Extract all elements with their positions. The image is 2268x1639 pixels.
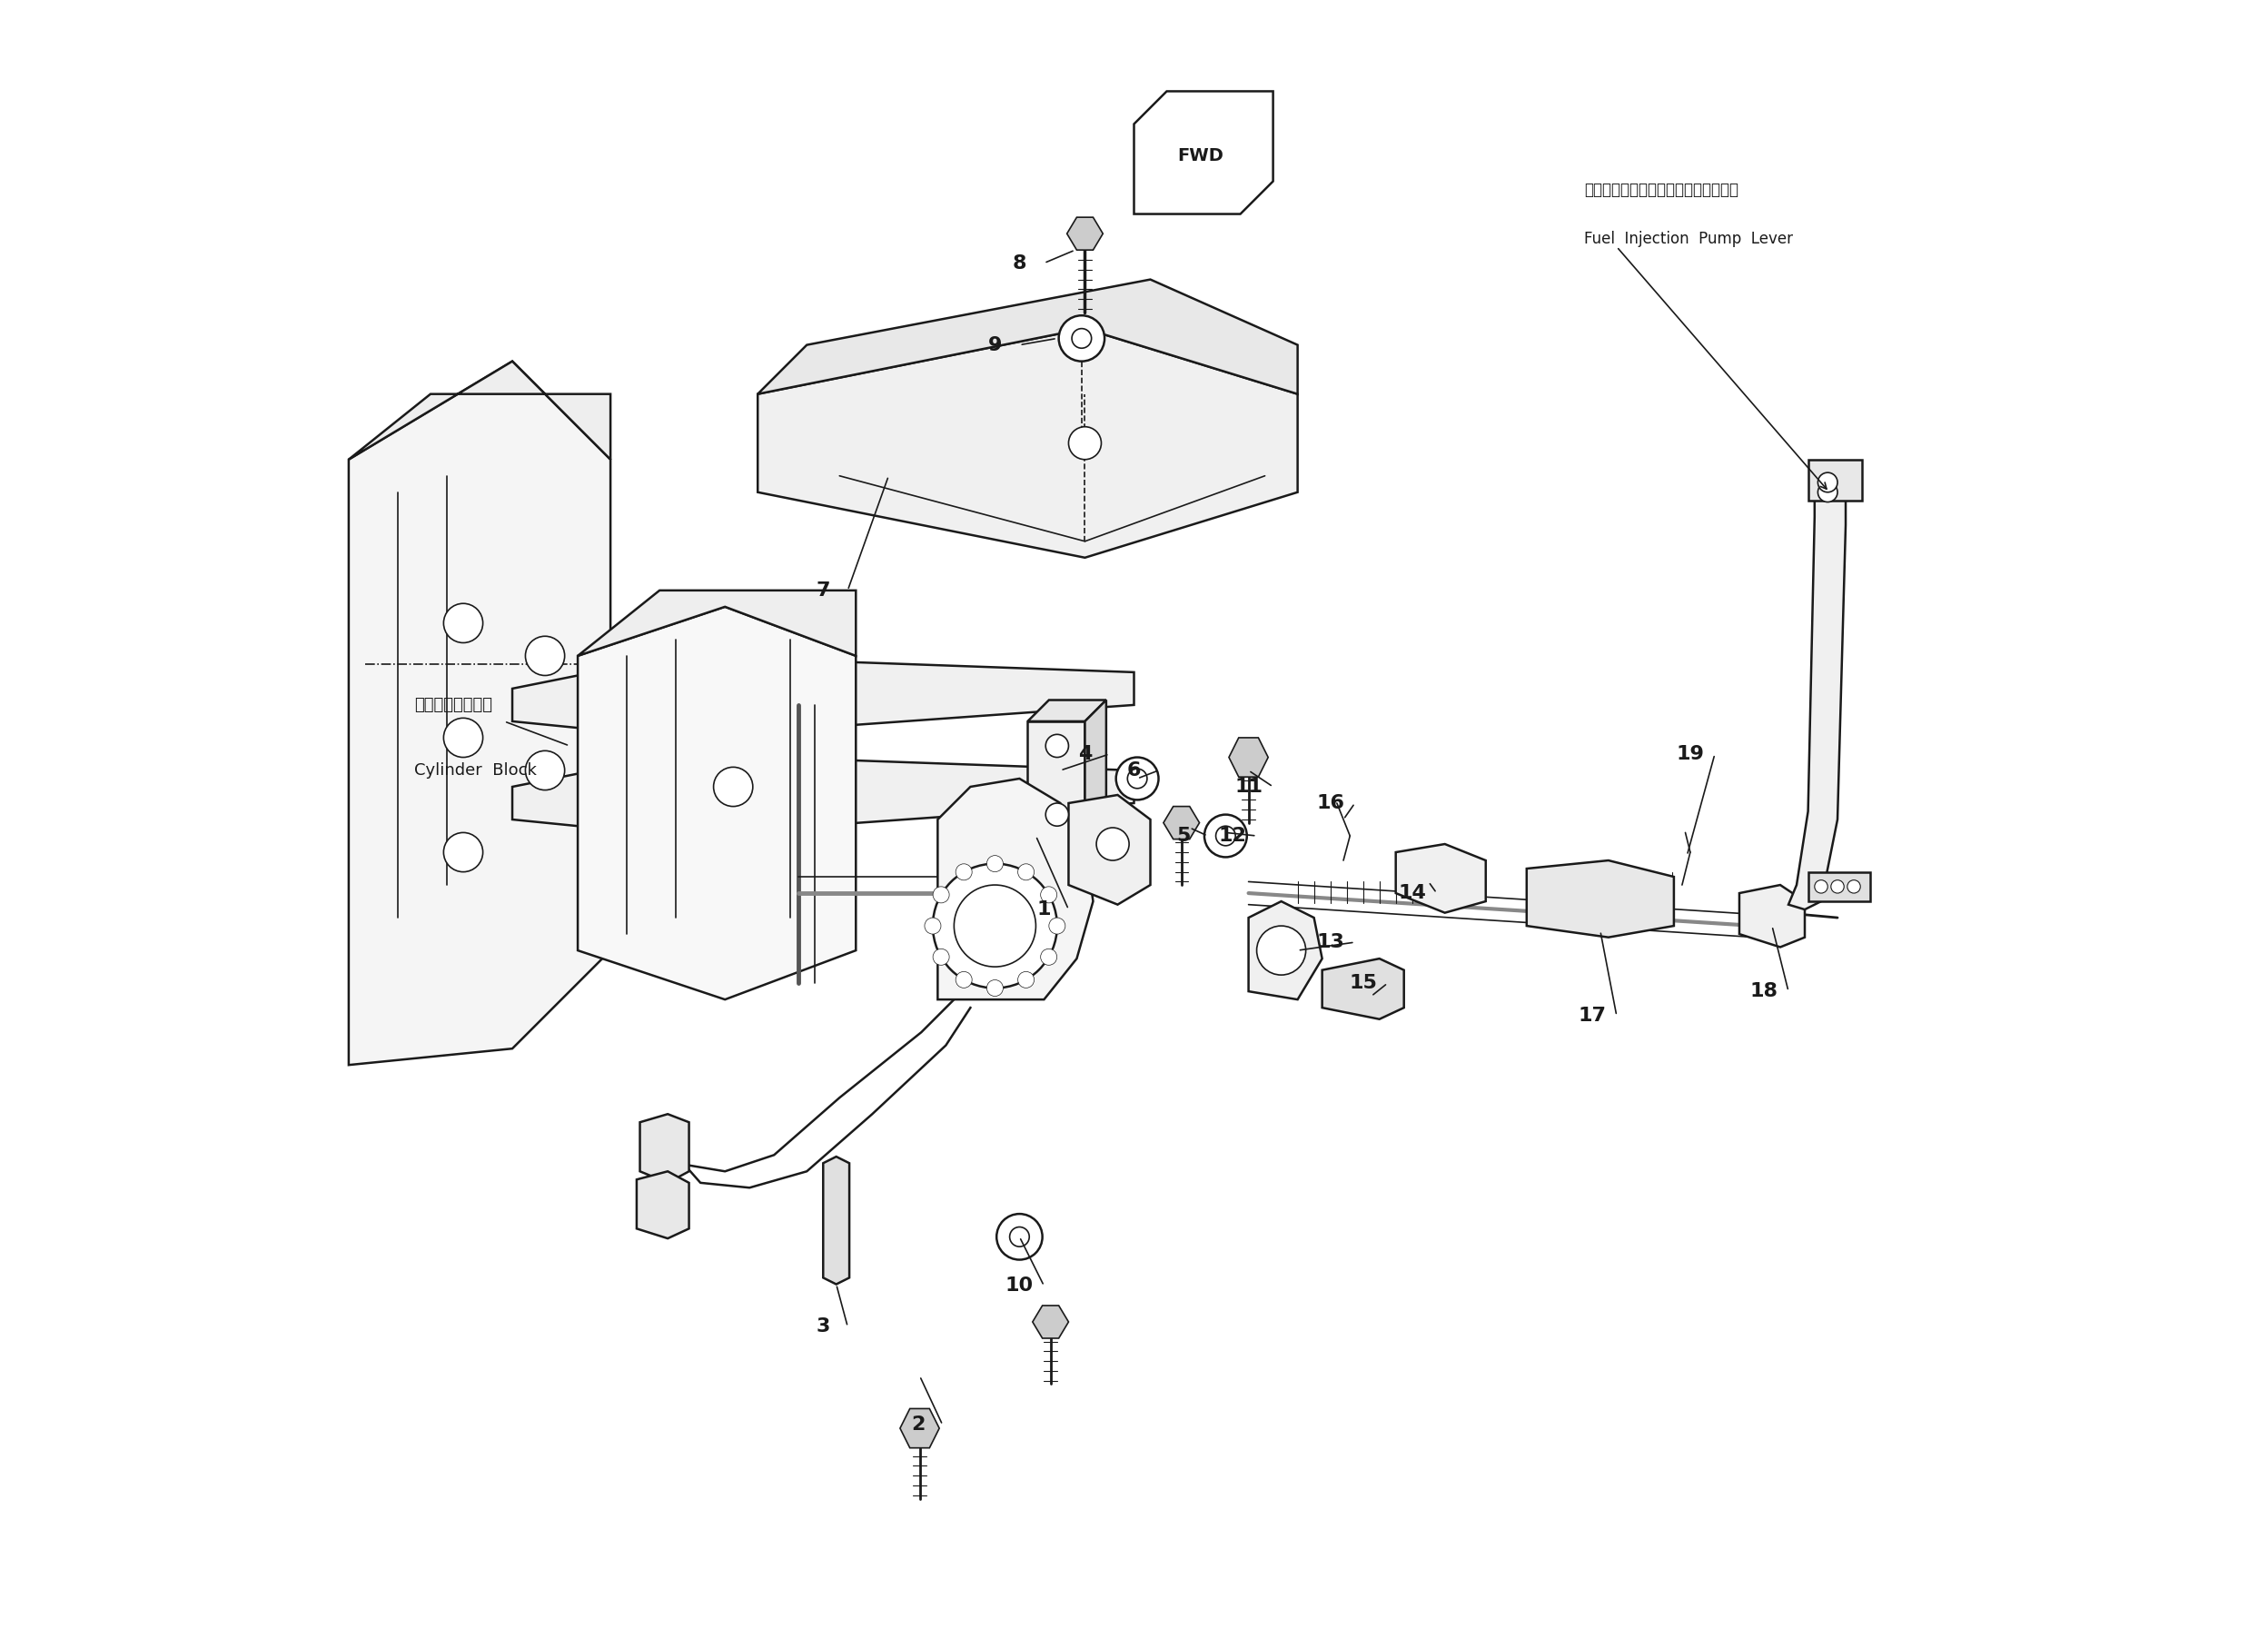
Polygon shape [349, 361, 610, 459]
Circle shape [714, 767, 753, 806]
Text: 16: 16 [1315, 793, 1345, 813]
Circle shape [1116, 757, 1159, 800]
Circle shape [1041, 887, 1057, 903]
Text: 8: 8 [1012, 254, 1027, 272]
Polygon shape [1322, 959, 1404, 1019]
Circle shape [1819, 472, 1837, 492]
Text: 10: 10 [1005, 1277, 1034, 1295]
Polygon shape [758, 328, 1297, 557]
Text: シリンダブロック: シリンダブロック [415, 697, 492, 713]
Polygon shape [1526, 860, 1674, 938]
Circle shape [1048, 918, 1066, 934]
Polygon shape [1027, 721, 1084, 836]
Circle shape [1830, 880, 1844, 893]
Text: 11: 11 [1234, 777, 1263, 797]
Circle shape [1059, 315, 1105, 361]
Polygon shape [1084, 700, 1107, 836]
Polygon shape [1229, 738, 1268, 777]
Polygon shape [1808, 459, 1862, 500]
Circle shape [987, 980, 1002, 997]
Circle shape [1216, 826, 1236, 846]
Polygon shape [1395, 844, 1486, 913]
Polygon shape [900, 1408, 939, 1447]
Circle shape [925, 918, 941, 934]
Text: 3: 3 [816, 1318, 830, 1336]
Circle shape [445, 603, 483, 642]
Text: 1: 1 [1036, 900, 1050, 918]
Circle shape [1046, 734, 1068, 757]
Text: 9: 9 [989, 336, 1002, 354]
Text: フェルインジェクションボンプレバー: フェルインジェクションボンプレバー [1583, 182, 1737, 198]
Circle shape [526, 751, 565, 790]
Text: 19: 19 [1676, 746, 1703, 764]
Circle shape [987, 856, 1002, 872]
Circle shape [955, 885, 1036, 967]
Circle shape [445, 833, 483, 872]
Polygon shape [1808, 872, 1871, 901]
Polygon shape [1066, 218, 1102, 251]
Text: 4: 4 [1077, 746, 1091, 764]
Circle shape [1046, 803, 1068, 826]
Polygon shape [578, 590, 855, 656]
Text: FWD: FWD [1177, 148, 1222, 164]
Text: 13: 13 [1315, 933, 1345, 951]
Circle shape [1041, 949, 1057, 965]
Circle shape [955, 972, 973, 988]
Circle shape [1814, 880, 1828, 893]
Circle shape [932, 949, 950, 965]
Circle shape [932, 864, 1057, 988]
Polygon shape [1247, 901, 1322, 1000]
Circle shape [932, 887, 950, 903]
Polygon shape [1134, 92, 1272, 215]
Polygon shape [1740, 885, 1805, 947]
Polygon shape [758, 280, 1297, 393]
Text: 12: 12 [1218, 826, 1245, 846]
Circle shape [526, 636, 565, 675]
Polygon shape [513, 656, 1134, 738]
Circle shape [996, 1214, 1043, 1260]
Polygon shape [1789, 492, 1846, 910]
Circle shape [1073, 328, 1091, 347]
Circle shape [1018, 864, 1034, 880]
Circle shape [1068, 426, 1102, 459]
Polygon shape [640, 1115, 689, 1183]
Text: 15: 15 [1349, 974, 1377, 992]
Text: 6: 6 [1127, 762, 1141, 780]
Polygon shape [823, 1157, 848, 1285]
Text: 5: 5 [1177, 826, 1191, 846]
Circle shape [1819, 482, 1837, 502]
Circle shape [1204, 815, 1247, 857]
Text: Cylinder  Block: Cylinder Block [415, 762, 538, 779]
Circle shape [1256, 926, 1306, 975]
Polygon shape [1163, 806, 1200, 839]
Text: 7: 7 [816, 582, 830, 600]
Text: Fuel  Injection  Pump  Lever: Fuel Injection Pump Lever [1583, 231, 1792, 247]
Text: 14: 14 [1397, 883, 1427, 901]
Circle shape [1127, 769, 1148, 788]
Polygon shape [349, 361, 610, 1065]
Circle shape [445, 718, 483, 757]
Polygon shape [1032, 1306, 1068, 1339]
Circle shape [1848, 880, 1860, 893]
Circle shape [1095, 828, 1129, 860]
Circle shape [966, 897, 1025, 956]
Circle shape [1009, 1228, 1030, 1247]
Text: 2: 2 [912, 1416, 925, 1434]
Polygon shape [1027, 700, 1107, 721]
Polygon shape [578, 606, 855, 1000]
Circle shape [955, 864, 973, 880]
Text: 17: 17 [1579, 1006, 1606, 1024]
Circle shape [1018, 972, 1034, 988]
Polygon shape [637, 1172, 689, 1239]
Text: 18: 18 [1751, 982, 1778, 1000]
Polygon shape [1068, 795, 1150, 905]
Polygon shape [937, 779, 1093, 1000]
Polygon shape [513, 754, 1134, 836]
